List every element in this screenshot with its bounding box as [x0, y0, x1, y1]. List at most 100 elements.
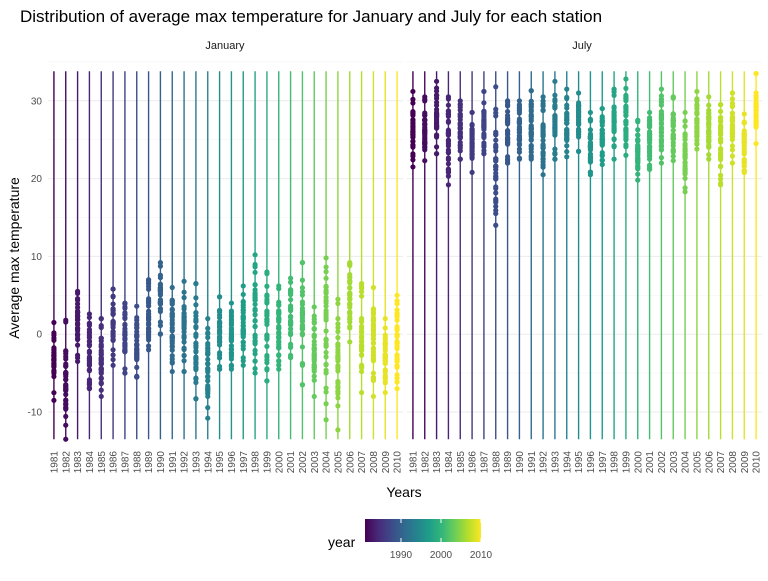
data-point: [169, 347, 175, 353]
data-point: [717, 114, 724, 121]
x-tick-label: 1984: [85, 451, 96, 474]
data-point: [122, 366, 128, 372]
data-point: [181, 289, 187, 295]
data-point: [276, 331, 282, 337]
data-point: [635, 155, 641, 162]
data-point: [51, 349, 57, 355]
data-point: [63, 361, 69, 367]
data-point: [552, 130, 558, 136]
data-point: [311, 353, 317, 359]
data-point: [169, 353, 175, 359]
x-tick-label: 1992: [180, 451, 191, 474]
data-point: [169, 321, 175, 328]
data-point: [311, 393, 317, 400]
data-point: [240, 313, 246, 320]
data-point: [299, 277, 306, 283]
data-point: [469, 109, 475, 116]
data-point: [276, 366, 282, 372]
data-point: [228, 363, 235, 369]
data-point: [635, 132, 641, 138]
data-point: [516, 155, 523, 161]
data-point: [240, 310, 246, 316]
data-point: [122, 326, 128, 332]
data-point: [611, 119, 617, 125]
data-point: [694, 109, 700, 115]
data-point: [599, 116, 605, 122]
data-point: [98, 356, 104, 362]
data-point: [623, 131, 629, 138]
y-tick-label: 20: [31, 174, 43, 185]
data-point: [228, 334, 235, 340]
data-point: [658, 96, 665, 102]
legend-tick-label: 1990: [390, 550, 413, 561]
data-point: [540, 94, 546, 100]
data-point: [287, 275, 294, 281]
data-point: [122, 315, 128, 322]
data-point: [287, 319, 294, 325]
data-point: [382, 374, 388, 380]
data-point: [611, 104, 617, 110]
data-point: [86, 322, 93, 328]
data-point: [335, 378, 341, 385]
data-point: [410, 157, 416, 163]
data-point: [433, 106, 440, 113]
data-point: [276, 286, 282, 292]
data-point: [347, 316, 353, 322]
data-point: [599, 153, 605, 159]
data-point: [457, 133, 463, 139]
data-point: [347, 301, 353, 307]
data-point: [646, 109, 653, 116]
data-point: [205, 334, 211, 341]
data-point: [741, 167, 747, 173]
x-tick-label: 1997: [598, 451, 609, 474]
data-point: [753, 114, 759, 120]
x-tick-label: 2005: [692, 451, 703, 474]
data-point: [599, 130, 605, 136]
data-point: [169, 300, 175, 306]
data-point: [86, 367, 93, 373]
data-point: [347, 274, 353, 280]
data-point: [717, 108, 724, 115]
data-point: [670, 140, 676, 146]
data-point: [276, 325, 282, 331]
data-point: [493, 84, 499, 90]
x-tick-label: 1987: [479, 451, 490, 474]
data-point: [145, 296, 152, 302]
data-point: [540, 103, 546, 109]
data-point: [682, 165, 688, 171]
data-point: [110, 347, 116, 353]
data-point: [181, 325, 187, 331]
data-point: [646, 129, 653, 136]
x-tick-label: 1990: [156, 451, 167, 474]
data-point: [169, 313, 175, 319]
data-point: [433, 88, 440, 94]
data-point: [157, 306, 164, 312]
data-point: [216, 308, 223, 314]
data-point: [205, 415, 211, 421]
data-point: [433, 102, 440, 108]
data-point: [311, 338, 317, 345]
data-point: [193, 366, 199, 373]
data-point: [74, 317, 81, 323]
data-point: [394, 364, 400, 370]
data-point: [481, 151, 487, 157]
data-point: [457, 156, 463, 162]
data-point: [552, 156, 558, 162]
data-point: [193, 361, 199, 367]
data-point: [445, 111, 452, 117]
data-point: [98, 368, 104, 374]
data-point: [706, 156, 712, 162]
x-tick-label: 1983: [432, 451, 443, 474]
data-point: [347, 325, 353, 331]
data-point: [240, 304, 246, 311]
data-point: [481, 134, 487, 141]
data-point: [694, 97, 700, 104]
data-point: [86, 348, 93, 354]
x-tick-label: 2006: [345, 451, 356, 474]
data-point: [493, 137, 499, 143]
data-point: [694, 146, 700, 152]
data-point: [264, 332, 270, 338]
data-point: [469, 169, 475, 175]
data-point: [287, 341, 294, 347]
x-tick-label: 1995: [574, 451, 585, 474]
